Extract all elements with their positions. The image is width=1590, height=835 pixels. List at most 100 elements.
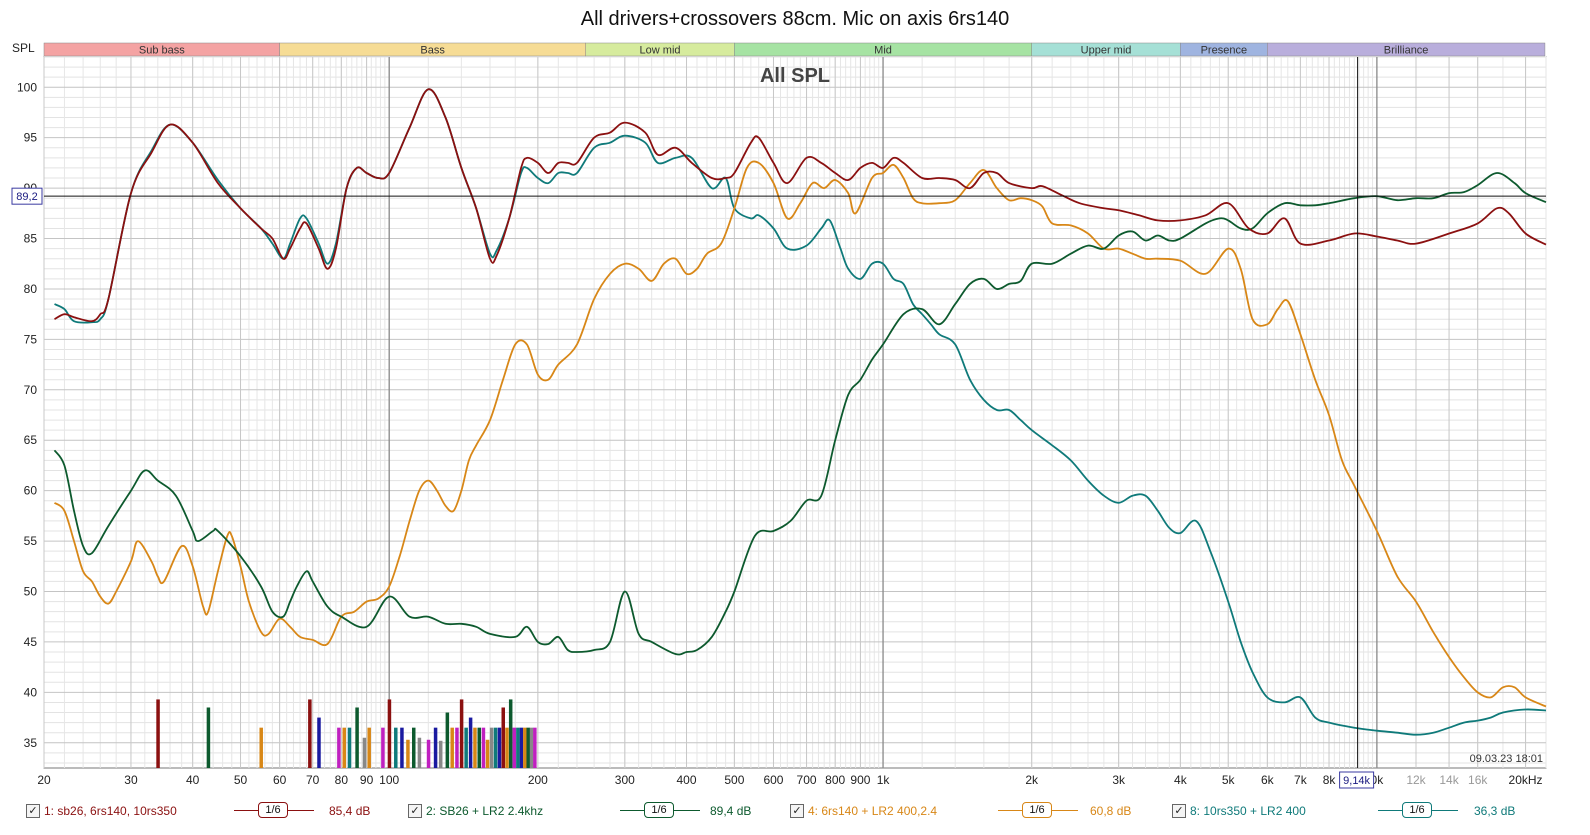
spike-27 xyxy=(473,727,477,768)
spike-23 xyxy=(455,727,459,768)
spike-11 xyxy=(381,727,385,768)
legend-label-1: 1: sb26, 6rs140, 10rs350 xyxy=(44,804,177,818)
legend-checkbox-3[interactable]: ✓ xyxy=(790,804,804,818)
y-tick-label: 60 xyxy=(24,484,38,498)
plot-area xyxy=(43,56,1547,769)
spike-9 xyxy=(362,737,367,768)
cursor-y-box xyxy=(11,187,43,205)
spike-36 xyxy=(508,699,513,768)
legend-checkbox-1[interactable]: ✓ xyxy=(26,804,40,818)
legend-value-2: 89,4 dB xyxy=(710,804,752,818)
spike-41 xyxy=(526,727,530,768)
band-label-1: Bass xyxy=(420,45,445,57)
legend-label-4: 8: 10rs350 + LR2 400 xyxy=(1190,804,1306,818)
band-label-3: Mid xyxy=(874,45,892,57)
y-tick-label: 55 xyxy=(24,534,38,548)
legend-smoothing-2[interactable]: 1/6 xyxy=(620,802,700,818)
spike-1 xyxy=(206,707,211,768)
legend-checkbox-2[interactable]: ✓ xyxy=(408,804,422,818)
curve-series-3 xyxy=(53,160,1547,708)
spike-34 xyxy=(501,707,505,768)
legend-label-3: 4: 6rs140 + LR2 400,2.4 xyxy=(808,804,938,818)
band-label-4: Upper mid xyxy=(1081,45,1132,57)
x-tick-label: 2k xyxy=(1025,773,1039,787)
y-tick-label: 40 xyxy=(24,685,38,699)
legend-value-3: 60,8 dB xyxy=(1090,804,1132,818)
x-tick-label: 70 xyxy=(306,773,320,787)
x-axis-labels: 20 30 40 50 60 70 80 90 100 200 300 400 500 600 700 800… xyxy=(37,773,1542,787)
spike-8 xyxy=(355,707,359,768)
spike-17 xyxy=(417,737,422,768)
band-label-2: Low mid xyxy=(640,45,681,57)
spl-chart[interactable]: Sub bass Bass Low mid Mid Upper mid Presence B… xyxy=(0,0,1590,800)
spike-31 xyxy=(489,727,494,768)
x-tick-label: 700 xyxy=(797,773,817,787)
spike-42 xyxy=(529,727,534,768)
spike-35 xyxy=(505,727,509,768)
spike-22 xyxy=(450,727,454,768)
spike-28 xyxy=(477,727,481,768)
x-tick-label: 50 xyxy=(234,773,248,787)
y-tick-label: 100 xyxy=(17,80,37,94)
smoothing-label-4: 1/6 xyxy=(1402,802,1432,818)
spike-16 xyxy=(411,727,416,768)
x-tick-label: 600 xyxy=(763,773,783,787)
y-tick-label: 65 xyxy=(24,433,38,447)
y-tick-label: 80 xyxy=(24,282,38,296)
spike-39 xyxy=(519,727,524,768)
spike-20 xyxy=(438,740,443,768)
y-tick-label: 35 xyxy=(24,736,38,750)
spike-7 xyxy=(347,727,352,768)
x-tick-label: 100 xyxy=(379,773,399,787)
band-label-0: Sub bass xyxy=(139,45,185,57)
series-curves xyxy=(53,88,1547,736)
legend-checkbox-4[interactable]: ✓ xyxy=(1172,804,1186,818)
x-tick-label: 16k xyxy=(1468,773,1488,787)
legend-smoothing-1[interactable]: 1/6 xyxy=(234,802,314,818)
cursor-x-label: 9,14k xyxy=(1343,775,1370,787)
x-tick-label: 6k xyxy=(1261,773,1275,787)
spike-markers xyxy=(156,699,537,768)
x-tick-label: 900 xyxy=(850,773,870,787)
spike-43 xyxy=(533,727,537,768)
band-label-5: Presence xyxy=(1201,45,1247,57)
spike-40 xyxy=(523,727,527,768)
spike-18 xyxy=(426,739,431,768)
smoothing-label-2: 1/6 xyxy=(644,802,674,818)
x-tick-label: 80 xyxy=(335,773,349,787)
x-tick-label: 60 xyxy=(273,773,287,787)
plot-title: All SPL xyxy=(760,65,830,87)
chart-title: All drivers+crossovers 88cm. Mic on axis… xyxy=(580,8,1010,30)
spike-19 xyxy=(433,727,438,768)
legend-value-1: 85,4 dB xyxy=(329,804,371,818)
x-tick-label: 200 xyxy=(528,773,548,787)
x-tick-label: 1k xyxy=(877,773,891,787)
y-tick-label: 50 xyxy=(24,585,38,599)
legend-smoothing-4[interactable]: 1/6 xyxy=(1378,802,1458,818)
timestamp: 09.03.23 18:01 xyxy=(1470,753,1543,765)
cursor-y-label: 89,2 xyxy=(16,191,37,203)
curve-series-2 xyxy=(53,172,1547,656)
x-tick-label: 500 xyxy=(724,773,744,787)
x-tick-label: 14k xyxy=(1439,773,1459,787)
x-tick-label: 8k xyxy=(1323,773,1337,787)
x-tick-label: 90 xyxy=(360,773,374,787)
y-tick-label: 85 xyxy=(24,232,38,246)
legend-smoothing-3[interactable]: 1/6 xyxy=(998,802,1078,818)
y-tick-label: 95 xyxy=(24,131,38,145)
frequency-bands: Sub bass Bass Low mid Mid Upper mid Presence B… xyxy=(43,42,1547,769)
curve-series-1 xyxy=(54,88,1547,323)
spike-2 xyxy=(259,727,263,768)
spike-4 xyxy=(317,717,321,768)
spike-29 xyxy=(481,727,486,768)
x-tick-label: 3k xyxy=(1112,773,1126,787)
spike-25 xyxy=(464,727,468,768)
spike-10 xyxy=(367,727,371,768)
legend: ✓ 1: sb26, 6rs140, 10rs350 1/6 85,4 dB ✓… xyxy=(0,800,1590,830)
y-tick-label: 75 xyxy=(24,332,38,346)
spike-33 xyxy=(497,727,502,768)
x-tick-label: 7k xyxy=(1294,773,1308,787)
spike-32 xyxy=(493,727,498,768)
spike-14 xyxy=(400,727,404,768)
spike-3 xyxy=(308,699,312,768)
